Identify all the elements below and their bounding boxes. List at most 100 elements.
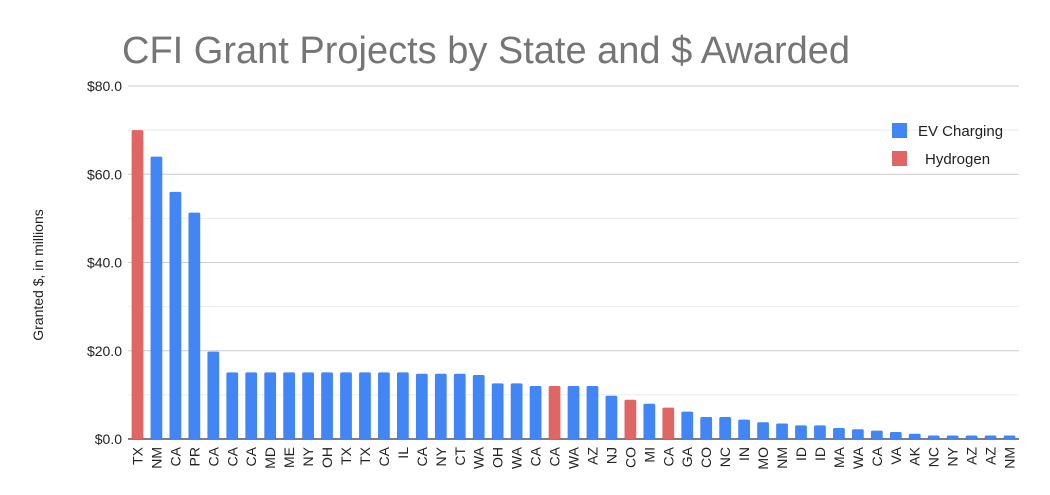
- y-tick-label: $80.0: [87, 78, 122, 94]
- bar: [397, 372, 409, 439]
- x-tick-label: OH: [319, 447, 335, 468]
- x-tick-label: AZ: [584, 447, 600, 465]
- bar: [889, 431, 902, 439]
- bar: [965, 435, 978, 439]
- bar: [662, 407, 675, 439]
- x-tick-label: MA: [831, 446, 847, 468]
- x-tick-label: OH: [490, 447, 506, 468]
- x-tick-label: NJ: [603, 447, 619, 464]
- x-tick-label: CA: [528, 446, 544, 466]
- bar: [188, 212, 201, 439]
- bars: [131, 130, 1016, 439]
- y-tick-label: $40.0: [87, 255, 122, 271]
- bar: [415, 373, 428, 439]
- x-tick-label: CA: [224, 446, 240, 466]
- x-tick-label: CA: [167, 446, 183, 466]
- bar: [359, 372, 371, 439]
- x-tick-label: NC: [926, 447, 942, 467]
- bar: [378, 372, 390, 439]
- x-tick-label: GA: [679, 446, 695, 467]
- x-tick-label: NM: [148, 447, 164, 469]
- bar: [453, 373, 466, 439]
- x-tick-label: WA: [566, 446, 582, 469]
- legend-label-hydrogen: Hydrogen: [925, 151, 990, 168]
- bar: [643, 403, 656, 439]
- bar: [321, 372, 333, 439]
- x-tick-label: CO: [698, 447, 714, 468]
- x-tick-label: WA: [471, 446, 487, 469]
- bar: [491, 383, 504, 439]
- x-tick-label: CA: [660, 446, 676, 466]
- bar: [738, 419, 750, 439]
- bar: [814, 425, 826, 439]
- bar: [131, 130, 144, 439]
- bar: [757, 422, 769, 439]
- x-tick-label: NY: [300, 446, 316, 466]
- bar: [586, 386, 599, 439]
- x-tick-label: CA: [205, 446, 221, 466]
- x-tick-label: TX: [338, 446, 354, 465]
- x-tick-label: WA: [850, 446, 866, 469]
- x-tick-label: MD: [262, 447, 278, 469]
- y-tick-label: $0.0: [95, 431, 122, 447]
- bar: [605, 395, 618, 439]
- bar: [150, 156, 163, 439]
- x-tick-label: NY: [433, 446, 449, 466]
- bar: [264, 372, 277, 439]
- x-tick-label: TX: [357, 446, 373, 465]
- x-axis: TX NM CA PR CA CA CA MD ME NY OH TX TX CA IL CA NY CT WA OH…: [129, 446, 1017, 469]
- x-tick-label: NM: [774, 447, 790, 469]
- x-tick-label: NC: [717, 447, 733, 467]
- legend: EV Charging Hydrogen: [892, 123, 1003, 168]
- bar: [700, 416, 713, 439]
- bar: [776, 423, 788, 439]
- bar: [908, 433, 921, 439]
- bar: [207, 351, 220, 439]
- bar: [472, 375, 485, 439]
- legend-label-ev-charging: EV Charging: [918, 123, 1003, 140]
- bar: [510, 383, 523, 439]
- y-tick-label: $20.0: [87, 343, 122, 359]
- x-tick-label: WA: [509, 446, 525, 469]
- x-tick-label: CA: [243, 446, 259, 466]
- bar: [548, 386, 561, 439]
- x-tick-label: AZ: [964, 447, 980, 465]
- y-axis-label: Granted $, in millions: [30, 209, 46, 341]
- x-tick-label: IN: [736, 447, 752, 461]
- bar: [567, 386, 580, 439]
- bar: [719, 416, 732, 439]
- x-tick-label: NY: [945, 446, 961, 466]
- x-tick-label: ID: [793, 447, 809, 461]
- bar: [927, 435, 940, 439]
- x-tick-label: CT: [452, 447, 468, 466]
- x-tick-label: CO: [622, 447, 638, 468]
- bar: [833, 427, 845, 439]
- x-tick-label: MO: [755, 447, 771, 470]
- x-tick-label: CA: [376, 446, 392, 466]
- legend-swatch-ev-charging: [892, 123, 907, 138]
- bar: [434, 373, 447, 439]
- bar: [226, 372, 239, 439]
- y-tick-label: $60.0: [87, 166, 122, 182]
- bar: [984, 435, 997, 439]
- x-tick-label: PR: [186, 447, 202, 466]
- x-tick-label: CA: [869, 446, 885, 466]
- gridlines: [128, 85, 1019, 440]
- chart-title: CFI Grant Projects by State and $ Awarde…: [122, 30, 850, 72]
- bar: [870, 430, 883, 439]
- x-tick-label: AK: [907, 446, 923, 465]
- bar: [946, 435, 959, 439]
- bar: [851, 429, 864, 439]
- x-tick-label: MI: [641, 447, 657, 463]
- bar: [624, 399, 637, 439]
- x-tick-label: CA: [547, 446, 563, 466]
- bar: [1003, 435, 1016, 439]
- x-tick-label: ID: [812, 447, 828, 461]
- bar: [340, 372, 352, 439]
- bar: [681, 411, 694, 439]
- x-tick-label: TX: [129, 446, 145, 465]
- bar: [795, 425, 807, 439]
- legend-swatch-hydrogen: [892, 151, 907, 166]
- x-tick-label: NM: [1002, 447, 1018, 469]
